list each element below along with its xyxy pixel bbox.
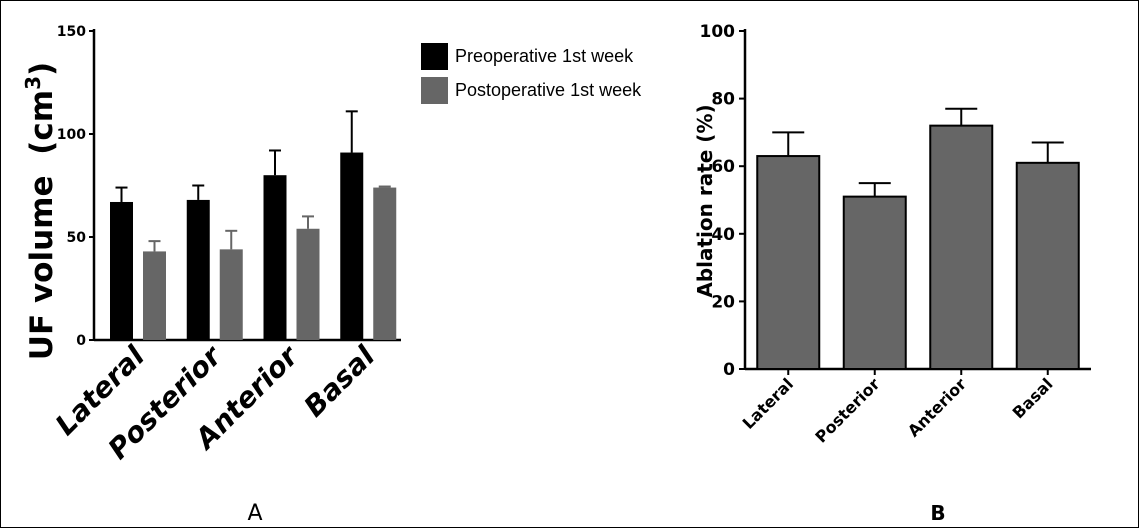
chart-b-bar <box>756 155 821 370</box>
chart-a-ytick-label: 50 <box>67 230 87 246</box>
legend-swatch-preoperative <box>421 43 448 70</box>
chart-b-xtick-label: Posterior <box>811 374 883 446</box>
chart-b-ytick-label: 0 <box>723 360 735 380</box>
chart-b-xtick-label: Basal <box>1009 374 1057 422</box>
chart-a-bar <box>219 249 243 340</box>
legend-swatch-postoperative <box>421 77 448 104</box>
chart-a-bar <box>296 228 320 340</box>
chart-a-bar <box>110 201 133 340</box>
legend-label-preoperative: Preoperative 1st week <box>455 46 634 66</box>
chart-b-xtick-label: Anterior <box>904 374 970 440</box>
chart-b-bar <box>842 195 907 370</box>
chart-b-ytick-label: 40 <box>711 225 735 245</box>
chart-a-ytick-label: 100 <box>57 127 86 143</box>
chart-b-plot: 0 20 40 60 80 100 Lateral Posterior Anterior Basa… <box>700 22 1091 447</box>
chart-b-ylabel: Ablation rate (%) <box>693 104 717 297</box>
chart-b-ytick-label: 80 <box>711 90 735 110</box>
chart-a-bar <box>373 187 397 340</box>
chart-b-ytick-label: 20 <box>711 292 735 312</box>
chart-b-bar <box>1015 161 1080 370</box>
chart-b-bar <box>929 124 994 370</box>
chart-a-ytick-label: 0 <box>76 333 86 349</box>
chart-a-bar <box>143 251 166 340</box>
chart-a-panel-label: A <box>247 501 262 526</box>
chart-a-xtick-label: Basal <box>297 339 381 423</box>
chart-a-bar <box>340 152 364 340</box>
chart-a-bar <box>263 175 287 340</box>
chart-b-ytick-label: 100 <box>700 22 736 42</box>
chart-b-ytick-label: 60 <box>711 157 735 177</box>
chart-b-panel-label: B <box>930 501 945 525</box>
chart-a-ylabel: UF volume (cm3) <box>21 62 60 360</box>
legend-label-postoperative: Postoperative 1st week <box>455 80 642 100</box>
chart-a-ytick-label: 150 <box>57 24 86 40</box>
chart-b-xtick-label: Lateral <box>739 374 797 432</box>
chart-a-bar <box>186 199 210 340</box>
